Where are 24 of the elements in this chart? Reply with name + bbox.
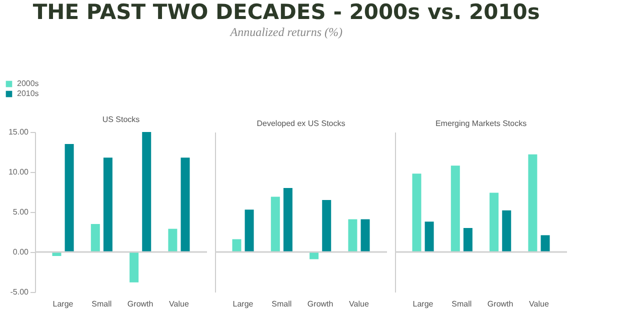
y-tick-label: 0.00 — [12, 248, 30, 256]
x-tick-label: Growth — [487, 300, 514, 308]
legend-label: 2000s — [17, 79, 39, 88]
text: Annualized returns (%) — [229, 25, 342, 39]
x-tick-label: Large — [412, 300, 434, 308]
y-tick-label: 15.00 — [8, 128, 30, 136]
x-tick-label: Large — [232, 300, 254, 308]
x-tick-label: Growth — [127, 300, 154, 308]
text: THE PAST TWO DECADES - 2000s vs. 2010s — [32, 0, 540, 24]
x-tick-label: Value — [169, 300, 190, 308]
chart-title: Emerging Markets Stocks — [435, 119, 527, 128]
x-tick-label: Large — [52, 300, 74, 308]
x-tick-label: Small — [92, 300, 112, 308]
x-tick-label: Growth — [307, 300, 334, 308]
y-tick-label: 5.00 — [12, 208, 30, 216]
chart-title: Developed ex US Stocks — [256, 119, 346, 128]
y-tick-label: 10.00 — [8, 168, 30, 176]
x-tick-label: Value — [529, 300, 550, 308]
legend-label: 2010s — [17, 89, 39, 98]
x-tick-label: Small — [272, 300, 292, 308]
x-tick-label: Value — [349, 300, 370, 308]
x-tick-label: Small — [452, 300, 472, 308]
y-tick-label: -5.00 — [10, 288, 30, 296]
chart-title: US Stocks — [102, 115, 140, 124]
